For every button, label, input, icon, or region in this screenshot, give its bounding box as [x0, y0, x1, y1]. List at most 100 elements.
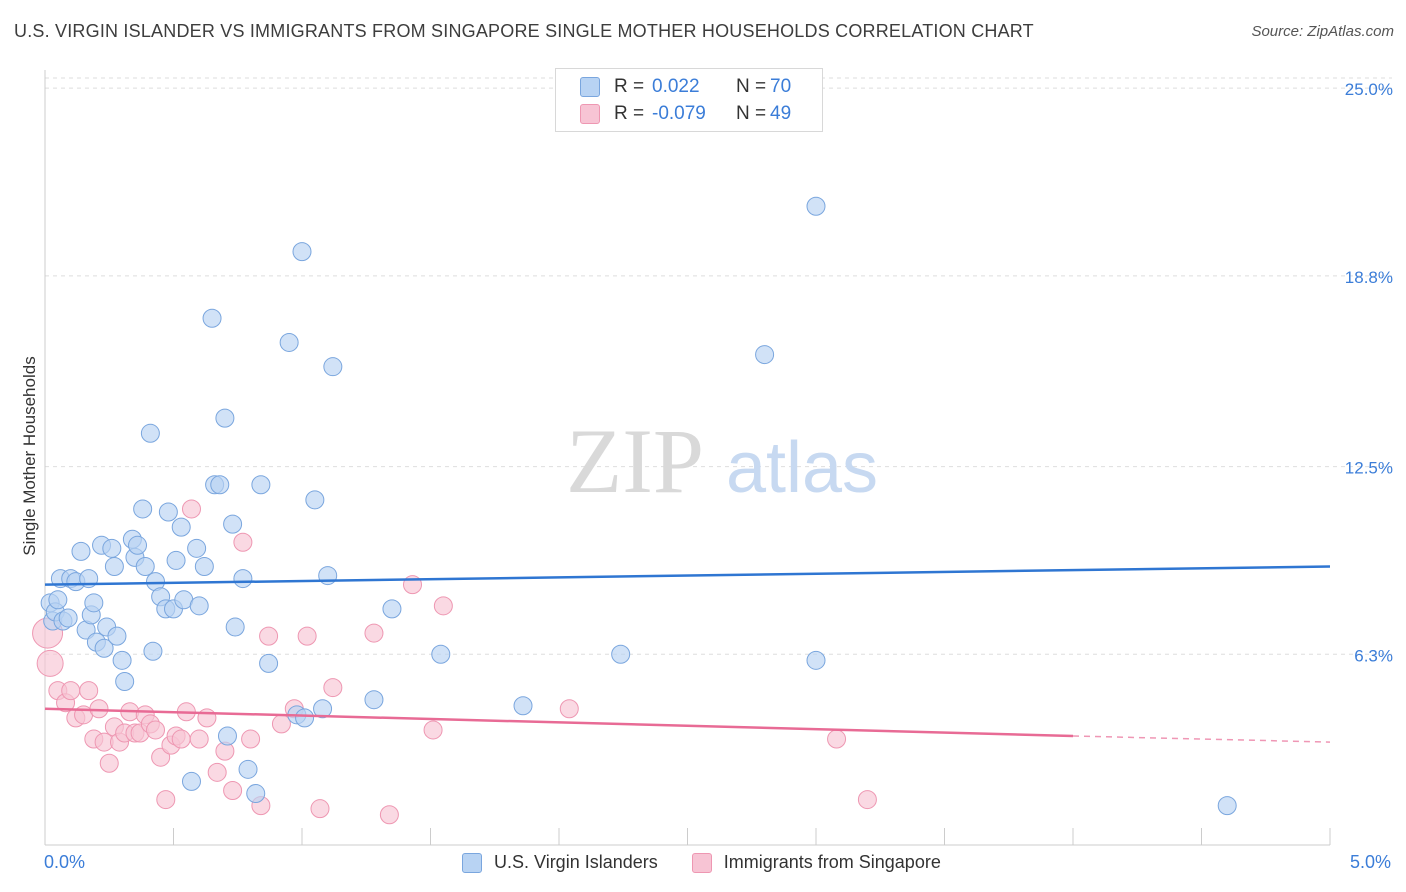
virgin-islanders-point: [135, 556, 155, 576]
legend-swatch-pink: [691, 852, 712, 873]
virgin-islanders-point: [158, 502, 178, 522]
singapore-point: [559, 699, 579, 719]
singapore-point: [433, 596, 453, 616]
watermark-atlas: atlas: [726, 428, 878, 508]
virgin-islanders-point: [107, 626, 127, 646]
singapore-point: [323, 678, 343, 698]
singapore-point: [379, 805, 399, 825]
legend-row-blue: R = 0.022 N = 70: [580, 75, 791, 99]
source-label: Source: ZipAtlas.com: [1251, 23, 1394, 40]
virgin-islanders-point: [84, 593, 104, 613]
series-singapore-points: [32, 499, 877, 825]
virgin-islanders-point: [166, 550, 186, 570]
virgin-islanders-point: [48, 590, 68, 610]
virgin-islanders-point: [806, 196, 826, 216]
singapore-point: [146, 720, 166, 740]
singapore-point: [364, 623, 384, 643]
x-tick-min: 0.0%: [44, 852, 86, 872]
virgin-islanders-point: [115, 672, 135, 692]
legend-row-pink: R = -0.079 N = 49: [580, 102, 791, 126]
legend-r-label: R =: [614, 103, 645, 124]
legend-n-value: 49: [770, 103, 792, 124]
virgin-islanders-point: [71, 541, 91, 561]
legend-r-value: -0.079: [652, 103, 706, 124]
virgin-islanders-point: [225, 617, 245, 637]
virgin-islanders-point: [194, 556, 214, 576]
trendline-singapore-extension: [1072, 735, 1331, 743]
virgin-islanders-point: [364, 690, 384, 710]
virgin-islanders-point: [513, 696, 533, 716]
legend-item-virgin-islanders: U.S. Virgin Islanders: [462, 852, 658, 873]
virgin-islanders-point: [279, 332, 299, 352]
singapore-point: [259, 626, 279, 646]
singapore-point: [99, 753, 119, 773]
virgin-islanders-point: [251, 475, 271, 495]
singapore-point: [207, 762, 227, 782]
virgin-islanders-point: [431, 644, 451, 664]
y-tick-label: 12.5%: [1345, 459, 1393, 478]
legend-n-label: N =: [736, 76, 767, 97]
virgin-islanders-point: [58, 608, 78, 628]
virgin-islanders-point: [189, 596, 209, 616]
singapore-point: [79, 681, 99, 701]
virgin-islanders-point: [171, 517, 191, 537]
virgin-islanders-point: [611, 644, 631, 664]
chart-title: U.S. VIRGIN ISLANDER VS IMMIGRANTS FROM …: [14, 21, 1034, 41]
trendline-virgin-islanders: [44, 565, 1331, 586]
series-legend: U.S. Virgin Islanders Immigrants from Si…: [462, 852, 975, 873]
watermark-zip: ZIP: [566, 410, 704, 512]
legend-label-virgin-islanders: U.S. Virgin Islanders: [494, 852, 658, 872]
legend-item-singapore: Immigrants from Singapore: [691, 852, 941, 873]
x-tick-max: 5.0%: [1350, 852, 1392, 872]
singapore-point: [857, 790, 877, 810]
virgin-islanders-point: [102, 538, 122, 558]
correlation-legend: R = 0.022 N = 70 R = -0.079 N = 49: [555, 68, 823, 132]
virgin-islanders-point: [246, 784, 266, 804]
singapore-point: [297, 626, 317, 646]
virgin-islanders-point: [238, 759, 258, 779]
virgin-islanders-point: [323, 357, 343, 377]
legend-swatch-blue: [462, 852, 482, 873]
legend-r-value: 0.022: [652, 76, 700, 97]
singapore-point: [223, 781, 243, 801]
axes: [44, 70, 1331, 846]
y-tick-label: 25.0%: [1345, 80, 1393, 99]
singapore-point: [171, 729, 191, 749]
legend-swatch-blue: [580, 77, 600, 97]
virgin-islanders-point: [223, 514, 243, 534]
virgin-islanders-point: [305, 490, 325, 510]
singapore-point: [36, 649, 64, 677]
singapore-point: [233, 532, 253, 552]
y-tick-label: 18.8%: [1345, 268, 1393, 287]
legend-label-singapore: Immigrants from Singapore: [723, 852, 941, 872]
virgin-islanders-point: [104, 556, 124, 576]
virgin-islanders-point: [755, 345, 775, 365]
legend-r-label: R =: [614, 76, 645, 97]
virgin-islanders-point: [313, 699, 333, 719]
singapore-point: [310, 799, 330, 819]
virgin-islanders-point: [295, 708, 315, 728]
virgin-islanders-point: [806, 650, 826, 670]
watermark: ZIP atlas: [566, 410, 878, 512]
virgin-islanders-point: [259, 653, 279, 673]
singapore-point: [827, 729, 847, 749]
legend-n-value: 70: [770, 76, 792, 97]
singapore-point: [156, 790, 176, 810]
virgin-islanders-point: [217, 726, 237, 746]
singapore-point: [189, 729, 209, 749]
singapore-point: [151, 747, 171, 767]
virgin-islanders-point: [143, 641, 163, 661]
virgin-islanders-point: [94, 638, 114, 658]
virgin-islanders-point: [210, 475, 230, 495]
legend-n-label: N =: [736, 103, 767, 124]
singapore-point: [241, 729, 261, 749]
singapore-point: [271, 714, 291, 734]
virgin-islanders-point: [128, 535, 148, 555]
series-virgin-islanders-points: [40, 196, 1237, 816]
virgin-islanders-point: [133, 499, 153, 519]
virgin-islanders-point: [181, 771, 201, 791]
y-tick-labels: 6.3% 12.5% 18.8% 25.0%: [1345, 80, 1393, 665]
legend-swatch-pink: [580, 104, 600, 124]
singapore-point: [423, 720, 443, 740]
